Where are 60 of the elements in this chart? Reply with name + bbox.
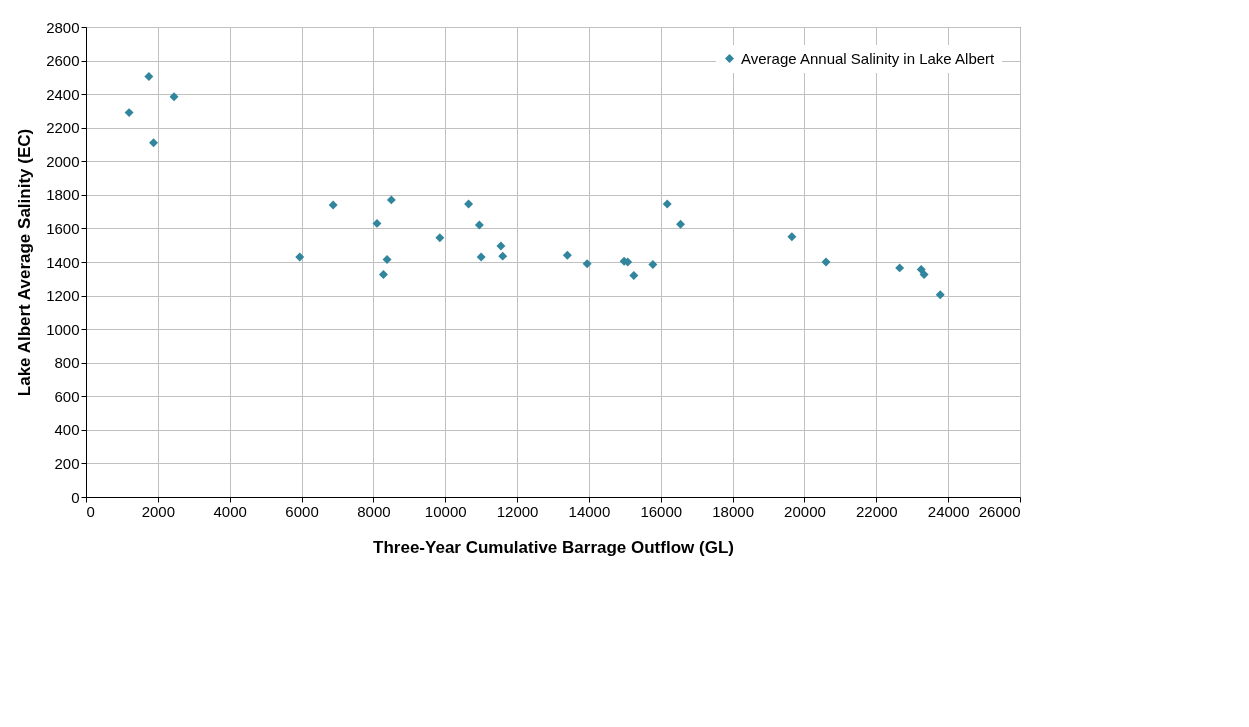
point: [498, 251, 508, 261]
y-tick-label: 2600: [46, 52, 80, 70]
y-tick-label: 0: [71, 488, 80, 506]
x-tick-label: 8000: [357, 502, 391, 520]
point: [895, 263, 905, 273]
x-tick-label: 14000: [568, 502, 611, 520]
point: [372, 218, 382, 228]
x-tick-label: 4000: [213, 502, 247, 520]
x-axis-title: Three-Year Cumulative Barrage Outflow (GL): [373, 537, 734, 557]
y-tick-label: 2000: [46, 152, 80, 170]
y-tick-label: 1000: [46, 320, 80, 338]
point: [144, 72, 154, 81]
y-tick-label: 1800: [46, 186, 80, 204]
point: [916, 265, 926, 275]
x-tick-label: 20000: [784, 502, 826, 520]
y-tick-label: 2800: [46, 18, 80, 36]
x-tick-label: 24000: [927, 502, 970, 520]
point: [476, 252, 486, 262]
x-tick-label: 2000: [141, 502, 176, 520]
y-tick-label: 800: [54, 354, 80, 372]
x-tick-label: 22000: [855, 502, 898, 520]
y-tick-label: 200: [54, 454, 80, 472]
x-tick-label: 18000: [712, 502, 754, 520]
point: [787, 232, 797, 242]
y-tick-label: 2400: [46, 85, 80, 103]
x-tick-label: 0: [86, 502, 95, 520]
point: [382, 255, 392, 264]
point: [386, 195, 396, 205]
point: [919, 270, 929, 280]
point: [648, 260, 658, 269]
point: [582, 259, 592, 269]
y-tick-label: 1200: [46, 287, 80, 305]
x-tick-label: 16000: [640, 502, 683, 520]
point: [662, 199, 672, 209]
point: [629, 270, 639, 280]
y-tick-label: 1600: [46, 219, 80, 237]
x-tick-label: 6000: [285, 502, 319, 520]
point: [676, 219, 685, 229]
point: [496, 241, 506, 251]
y-tick-label: 1400: [46, 253, 80, 271]
point: [435, 233, 445, 243]
point: [328, 200, 338, 210]
point: [474, 220, 484, 230]
point: [169, 92, 179, 102]
point: [562, 250, 572, 260]
y-tick-label: 2200: [46, 119, 80, 137]
y-axis-title: Lake Albert Average Salinity (EC): [15, 128, 35, 397]
point: [124, 108, 134, 118]
y-tick-label: 400: [54, 421, 80, 439]
point: [295, 252, 305, 262]
legend-label: Average Annual Salinity in Lake Albert: [741, 49, 996, 67]
x-tick-label: 12000: [496, 502, 539, 520]
point: [464, 199, 474, 209]
point: [378, 270, 388, 280]
x-tick-label: 26000: [978, 502, 1021, 520]
x-tick-label: 10000: [424, 502, 467, 520]
y-tick-label: 600: [54, 387, 80, 405]
point: [149, 138, 159, 148]
point: [935, 290, 945, 300]
point: [821, 257, 831, 267]
